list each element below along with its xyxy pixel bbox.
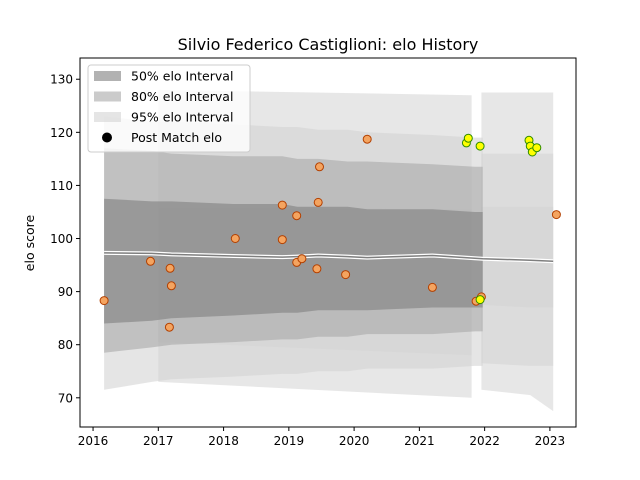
data-point-0-13 xyxy=(315,162,324,172)
data-point-1-3 xyxy=(475,295,485,305)
data-point-0-6 xyxy=(277,200,287,210)
legend-label-0: 50% elo Interval xyxy=(131,69,233,84)
x-tick-label-2023: 2023 xyxy=(535,434,566,448)
y-tick-label-80: 80 xyxy=(58,338,73,352)
legend-swatch-0 xyxy=(94,71,121,81)
data-point-0-4 xyxy=(164,322,174,332)
x-tick-label-2019: 2019 xyxy=(274,434,305,448)
legend-label-2: 95% elo Interval xyxy=(131,110,233,125)
trace-band-4 xyxy=(481,92,554,412)
data-point-0-5 xyxy=(230,234,240,243)
legend-marker-3 xyxy=(102,132,112,143)
y-tick-label-130: 130 xyxy=(50,73,73,87)
data-point-0-2 xyxy=(165,263,175,273)
data-point-0-7 xyxy=(277,235,287,245)
legend-box xyxy=(87,64,251,153)
x-tick-label-2016: 2016 xyxy=(78,434,109,448)
data-point-0-14 xyxy=(341,270,351,280)
chart-title: Silvio Federico Castiglioni: elo History xyxy=(178,35,479,54)
y-tick-label-120: 120 xyxy=(50,126,73,140)
legend-swatch-1 xyxy=(94,91,121,102)
data-point-0-10 xyxy=(297,254,307,264)
data-point-0-19 xyxy=(551,210,561,220)
y-tick-label-70: 70 xyxy=(58,391,73,405)
data-point-0-12 xyxy=(313,197,323,207)
legend-label-1: 80% elo Interval xyxy=(131,89,233,104)
y-tick-label-100: 100 xyxy=(50,232,73,246)
mean-elo-line xyxy=(104,250,554,264)
y-tick-label-90: 90 xyxy=(58,285,73,299)
data-point-0-15 xyxy=(362,134,372,144)
x-tick-label-2017: 2017 xyxy=(143,434,174,448)
x-axis-ticks: 2016 2017 2018 2019 2020 2021 2022 2023 xyxy=(78,427,565,448)
y-axis-label: elo score xyxy=(22,215,37,272)
data-point-0-16 xyxy=(427,282,437,292)
post-match-points xyxy=(99,133,561,332)
x-tick-label-2020: 2020 xyxy=(339,434,370,448)
data-point-0-3 xyxy=(166,281,176,291)
mean-line xyxy=(104,252,554,263)
data-point-0-1 xyxy=(146,256,155,266)
y-axis-ticks: 70 80 90 100 110 120 130 xyxy=(50,73,80,405)
plot-frame xyxy=(79,57,577,428)
legend: 50% elo Interval 80% elo Interval 95% elo … xyxy=(87,64,251,153)
data-point-1-2 xyxy=(475,141,485,151)
x-tick-label-2022: 2022 xyxy=(469,434,500,448)
y-tick-label-110: 110 xyxy=(50,179,73,193)
x-tick-label-2018: 2018 xyxy=(208,434,239,448)
legend-label-3: Post Match elo xyxy=(131,130,222,145)
data-point-1-1 xyxy=(463,133,473,143)
legend-swatch-2 xyxy=(94,112,121,122)
data-point-0-11 xyxy=(312,264,322,274)
x-tick-label-2021: 2021 xyxy=(404,434,435,448)
data-point-1-7 xyxy=(532,143,542,153)
data-point-0-0 xyxy=(99,296,109,306)
data-point-0-8 xyxy=(292,211,302,221)
